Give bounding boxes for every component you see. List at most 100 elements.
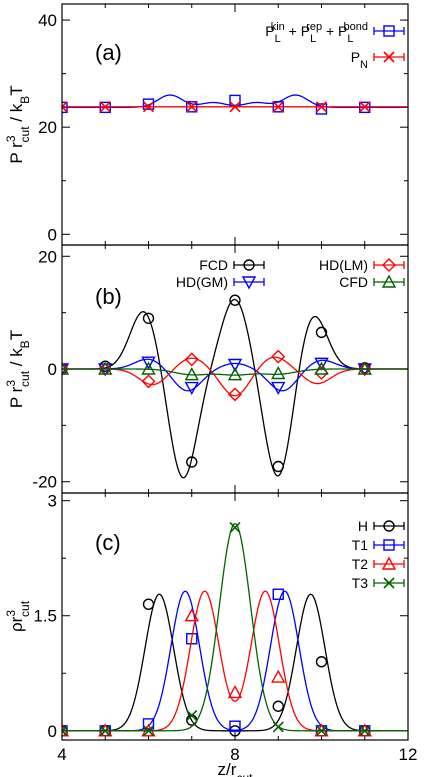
x-axis-label: z/rcut <box>218 760 254 777</box>
legend-entry: PN <box>351 49 405 71</box>
data-point <box>142 98 155 110</box>
data-point <box>141 361 156 375</box>
chart-panels: 0 20 40 PLkin + PLrep + PLbond PN (a) P r3cut … <box>4 3 409 741</box>
series-line-HD(LM) <box>62 356 408 397</box>
data-point <box>271 349 286 364</box>
data-point <box>227 358 243 372</box>
data-point <box>99 725 111 737</box>
x-tick-label: 8 <box>230 745 239 764</box>
data-point <box>315 101 328 113</box>
data-point <box>141 374 156 389</box>
series-line-T2 <box>62 590 408 732</box>
panel-frame <box>61 492 409 741</box>
data-point <box>271 381 286 396</box>
y-axis-label: P r3cut / kBT <box>4 330 32 408</box>
panel-label: (a) <box>95 40 122 65</box>
legend-entry: T2 <box>352 556 405 572</box>
data-point <box>272 721 284 733</box>
data-point <box>184 352 199 367</box>
legend-label: T3 <box>352 575 369 591</box>
legend-label: PN <box>351 49 368 71</box>
data-point <box>142 598 155 610</box>
legend-label: FCD <box>199 257 228 273</box>
data-point <box>272 460 284 473</box>
legend-marker <box>241 276 257 290</box>
y-tick-label: 20 <box>38 247 57 266</box>
data-point <box>142 101 155 113</box>
legend-marker <box>383 520 395 532</box>
data-point <box>272 101 284 113</box>
data-point <box>186 633 198 645</box>
data-point <box>184 381 199 396</box>
legend-label: HD(GM) <box>176 274 228 290</box>
data-point <box>229 521 241 534</box>
data-point <box>357 362 372 376</box>
legend-entry: PLkin + PLrep + PLbond <box>265 21 405 45</box>
data-point <box>186 456 198 468</box>
legend-label: T1 <box>352 537 369 553</box>
data-point <box>98 362 113 376</box>
legend-marker <box>383 539 395 551</box>
data-point <box>315 326 328 339</box>
data-point <box>227 684 243 699</box>
data-point <box>229 294 241 306</box>
y-tick-label: 1.5 <box>33 607 57 626</box>
legend-marker <box>383 25 395 37</box>
y-tick-label: 0 <box>48 225 57 244</box>
data-point <box>272 700 284 712</box>
data-point <box>184 367 199 381</box>
data-point <box>186 101 198 113</box>
series-line-HD(GM) <box>62 358 408 392</box>
data-point <box>357 361 372 375</box>
legend-marker <box>383 51 395 63</box>
legend-entry: HD(GM) <box>176 274 265 290</box>
data-point <box>141 356 156 370</box>
legend-entry: T1 <box>352 537 405 553</box>
series-line-CFD <box>62 368 408 376</box>
data-point <box>315 725 328 737</box>
legend-label: H <box>358 518 368 534</box>
data-point <box>184 608 199 622</box>
data-point <box>62 725 68 737</box>
data-point <box>272 588 284 600</box>
data-point <box>228 387 242 402</box>
legend-marker <box>381 274 397 288</box>
data-point <box>229 94 241 107</box>
legend-label: CFD <box>339 274 368 290</box>
data-point <box>62 361 70 375</box>
data-point <box>229 720 241 732</box>
x-tick-label: 12 <box>399 745 418 764</box>
y-tick-label: 40 <box>38 11 57 30</box>
data-point <box>227 367 243 381</box>
legend-entry: CFD <box>339 274 405 290</box>
data-point <box>62 362 69 376</box>
legend-marker <box>381 556 397 570</box>
data-point <box>314 361 329 375</box>
x-axis: 4 8 12 z/rcut <box>57 745 417 777</box>
panel-label: (c) <box>95 530 121 555</box>
data-point <box>314 357 329 371</box>
y-tick-label: 0 <box>48 722 57 741</box>
data-point <box>62 101 68 113</box>
y-tick-label: -20 <box>32 473 57 492</box>
plot-area <box>62 94 408 115</box>
legend-entry: T3 <box>352 575 405 591</box>
series-line-T1 <box>62 590 408 732</box>
legend-label: PLkin + PLrep + PLbond <box>265 21 368 45</box>
y-axis-label: ρr3cut <box>4 600 32 632</box>
legend-entry: HD(LM) <box>319 257 405 273</box>
y-tick-label: 3 <box>48 492 57 511</box>
data-point <box>359 725 371 737</box>
data-point <box>186 709 198 722</box>
x-tick-label: 4 <box>57 745 66 764</box>
y-axis-label: P r3cut / kBT <box>4 85 32 163</box>
data-point <box>99 101 111 113</box>
legend-marker <box>243 259 255 271</box>
data-point <box>142 312 155 324</box>
legend-entry: H <box>358 518 405 534</box>
legend-entry: FCD <box>199 257 265 273</box>
data-point <box>359 101 371 113</box>
legend-marker <box>382 258 396 272</box>
